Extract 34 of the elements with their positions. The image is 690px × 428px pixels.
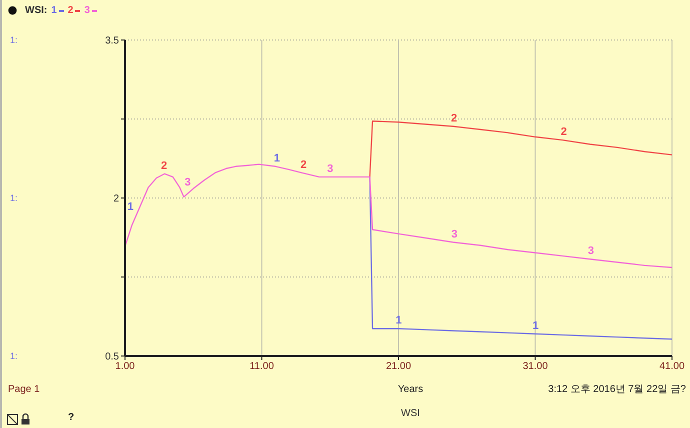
x-axis-title: Years: [398, 384, 424, 395]
legend-title: WSI:: [25, 5, 48, 16]
line-series: [369, 120, 672, 178]
text: ?: [68, 412, 74, 424]
legend-label: 1: [51, 5, 57, 16]
x-tick-label: 1.00: [115, 361, 136, 372]
text: 2: [451, 112, 458, 124]
text: 2: [161, 160, 168, 172]
text: 1: [274, 152, 280, 165]
text: 2: [300, 158, 307, 171]
text: 2: [560, 126, 567, 138]
x-tick-label: 21.00: [386, 361, 412, 372]
y-tick-label: 0.5: [105, 352, 120, 363]
text: 1: [127, 201, 134, 214]
text: 1: [532, 320, 539, 332]
text: 3: [184, 176, 191, 189]
text: 1:: [10, 34, 18, 46]
text: 1:: [10, 192, 18, 204]
text: 3: [451, 228, 458, 240]
text: 3: [588, 245, 594, 258]
x-tick-label: 31.00: [522, 361, 548, 372]
legend-label: 3: [84, 5, 90, 16]
text: Page 1: [8, 384, 40, 396]
line-series: [369, 176, 672, 340]
x-tick-label: 11.00: [250, 361, 274, 372]
text: 1:: [10, 350, 18, 362]
legend-label: 2: [68, 5, 74, 16]
text: 3:12 오후 2016년 7월 22일 금?: [548, 384, 686, 396]
text: WSI: [400, 408, 421, 419]
x-tick-label: 41.00: [659, 361, 685, 372]
text: 3: [327, 162, 334, 175]
y-tick-label: 3.5: [105, 36, 120, 47]
y-tick-label: 2: [113, 194, 120, 205]
text: 1: [396, 314, 402, 327]
